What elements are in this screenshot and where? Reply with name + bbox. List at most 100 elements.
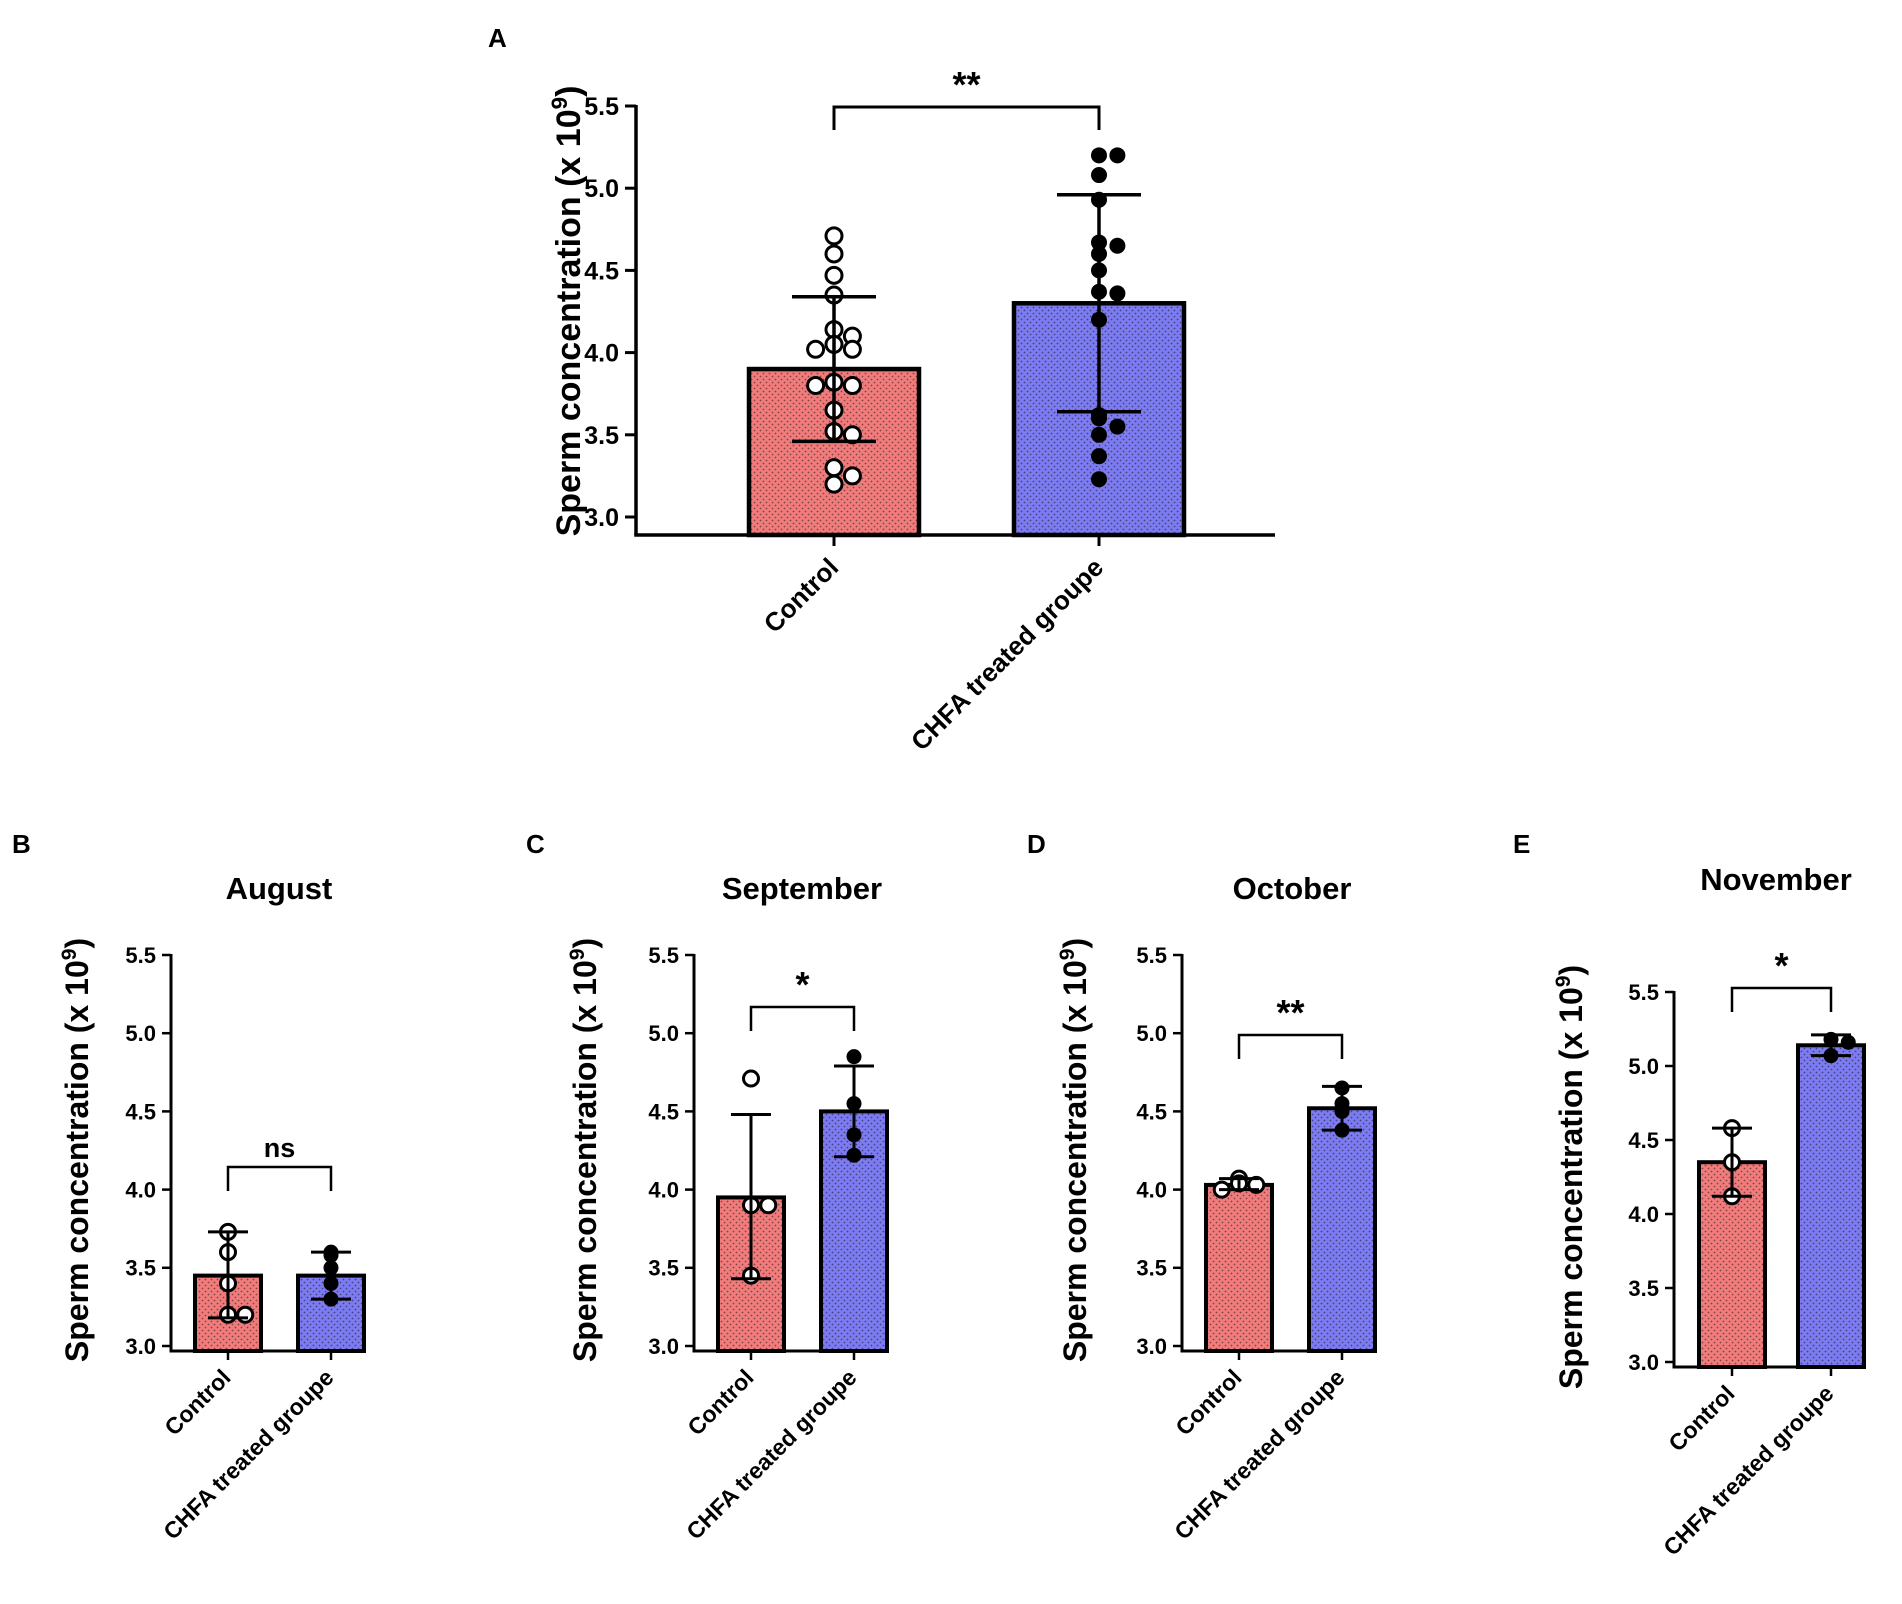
panel-c: C September Sperm concentration (x 109) 3.0… <box>526 829 889 1545</box>
y-tick-label: 5.5 <box>125 943 156 968</box>
x-category-label: Control <box>682 1364 758 1440</box>
x-category-label: Control <box>159 1364 235 1440</box>
data-point-treated <box>1091 167 1107 184</box>
y-axis-label-close: ) <box>1553 965 1589 976</box>
y-tick-label: 4.0 <box>125 1178 156 1203</box>
data-point-control <box>824 265 844 285</box>
data-point-control <box>236 1305 255 1324</box>
chart-title: September <box>722 871 882 906</box>
y-tick-label: 4.0 <box>584 340 619 368</box>
data-point-control <box>842 375 862 395</box>
y-axis-label: Sperm concentration (x 109) <box>547 86 588 537</box>
y-tick-label: 5.5 <box>648 943 679 968</box>
significance-bracket <box>749 1005 856 1031</box>
data-point-control <box>742 1069 760 1088</box>
y-tick-label: 3.0 <box>1628 1350 1659 1375</box>
significance-label: * <box>795 964 809 1005</box>
y-tick-label: 5.0 <box>648 1021 679 1046</box>
y-axis-label-exponent: 9 <box>58 949 81 961</box>
data-point-treated <box>846 1049 862 1065</box>
y-tick-label: 4.5 <box>584 257 619 285</box>
y-tick-label: 3.5 <box>584 422 619 450</box>
y-tick-label: 3.5 <box>125 1256 156 1281</box>
data-point-treated <box>1840 1034 1856 1050</box>
panel-e: E November Sperm concentration (x 109) 3.0 3… <box>1513 829 1866 1561</box>
bar-texture <box>1309 1108 1375 1351</box>
x-category-label: CHFA treated groupe <box>158 1364 338 1544</box>
x-category-label: Control <box>1170 1364 1246 1440</box>
y-tick-label: 4.0 <box>1136 1178 1167 1203</box>
data-point-treated <box>1091 410 1107 427</box>
y-tick-label: 3.0 <box>1136 1334 1167 1359</box>
data-point-treated <box>1091 147 1107 164</box>
significance-bracket <box>226 1165 333 1191</box>
significance-bracket <box>1730 986 1833 1012</box>
y-axis-label: Sperm concentration (x 109) <box>566 938 603 1362</box>
y-tick-label: 5.5 <box>1628 980 1659 1005</box>
x-category-label: CHFA treated groupe <box>681 1364 861 1544</box>
x-category-label: CHFA treated groupe <box>905 552 1109 756</box>
y-tick-label: 5.0 <box>125 1021 156 1046</box>
panel-label: D <box>1027 829 1046 859</box>
x-category-label: Control <box>758 552 845 639</box>
significance-label: ** <box>1276 992 1304 1033</box>
data-point-control <box>842 339 862 359</box>
x-category-label: CHFA treated groupe <box>1658 1380 1838 1560</box>
significance-label: ** <box>952 64 980 105</box>
data-point-control <box>824 226 844 246</box>
y-tick-label: 5.0 <box>1136 1021 1167 1046</box>
y-axis-label-text: Sperm concentration (x 10 <box>1057 960 1093 1362</box>
y-tick-label: 3.5 <box>1136 1256 1167 1281</box>
y-tick-label: 5.5 <box>584 93 619 121</box>
y-axis-label: Sperm concentration (x 109) <box>1552 965 1589 1389</box>
y-axis-label-exponent: 9 <box>547 97 572 109</box>
panel-label: E <box>1513 829 1530 859</box>
y-tick-label: 3.5 <box>648 1256 679 1281</box>
y-axis-label-close: ) <box>59 938 95 949</box>
y-axis-label-exponent: 9 <box>566 949 589 961</box>
panel-label: C <box>526 829 545 859</box>
panel-label: B <box>12 829 31 859</box>
data-point-treated <box>1091 426 1107 443</box>
data-point-treated <box>1109 285 1126 302</box>
data-point-control <box>806 375 826 395</box>
y-tick-label: 4.5 <box>125 1099 156 1124</box>
y-axis-label-close: ) <box>550 86 588 97</box>
data-point-treated <box>1091 448 1107 465</box>
data-point-control <box>824 458 844 478</box>
panel-d: D October Sperm concentration (x 109) 3.0 3.… <box>1027 829 1377 1545</box>
x-category-label: Control <box>1663 1380 1739 1456</box>
y-tick-label: 3.0 <box>648 1334 679 1359</box>
y-axis-label-text: Sperm concentration (x 10 <box>550 109 588 536</box>
chart-title: October <box>1233 871 1352 906</box>
y-tick-label: 3.5 <box>1628 1276 1659 1301</box>
significance-label: ns <box>264 1133 296 1163</box>
data-point-control <box>759 1196 778 1215</box>
y-axis-label-text: Sperm concentration (x 10 <box>567 960 603 1362</box>
y-axis-label-close: ) <box>1057 938 1093 949</box>
chart-title: November <box>1700 862 1852 897</box>
y-tick-label: 5.0 <box>584 175 619 203</box>
y-tick-label: 4.5 <box>1136 1099 1167 1124</box>
data-point-control <box>824 474 844 494</box>
data-point-treated <box>1109 237 1126 254</box>
y-tick-label: 3.0 <box>125 1334 156 1359</box>
y-tick-label: 4.5 <box>1628 1128 1659 1153</box>
y-axis-label: Sperm concentration (x 109) <box>1056 938 1093 1362</box>
y-axis-label-text: Sperm concentration (x 10 <box>1553 987 1589 1389</box>
y-tick-label: 4.5 <box>648 1099 679 1124</box>
bar-texture <box>1798 1045 1864 1367</box>
y-axis-label-exponent: 9 <box>1056 949 1079 961</box>
data-point-control <box>842 466 862 486</box>
chart-title: August <box>226 871 333 906</box>
y-tick-label: 5.5 <box>1136 943 1167 968</box>
y-axis-label-text: Sperm concentration (x 10 <box>59 960 95 1362</box>
x-category-label: CHFA treated groupe <box>1169 1364 1349 1544</box>
y-tick-label: 5.0 <box>1628 1054 1659 1079</box>
significance-bracket <box>832 105 1101 130</box>
y-axis-label: Sperm concentration (x 109) <box>58 938 95 1362</box>
y-axis-label-exponent: 9 <box>1552 976 1575 988</box>
panel-b: B August Sperm concentration (x 109) 3.0 3.5… <box>12 829 366 1545</box>
data-point-control <box>806 339 826 359</box>
